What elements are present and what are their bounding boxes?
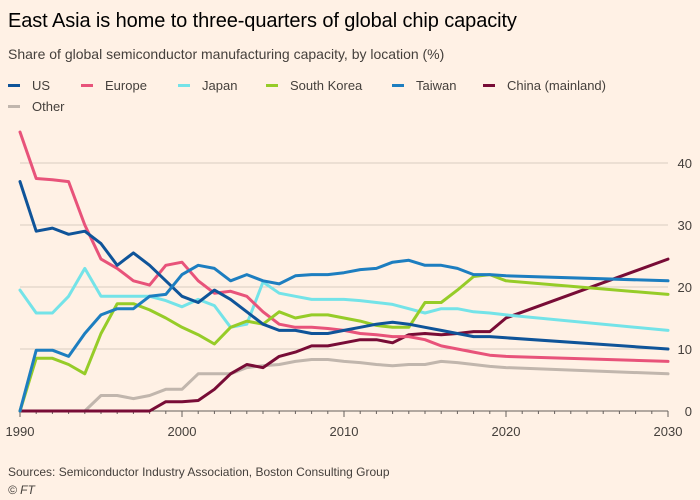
legend-label-south-korea: South Korea — [290, 78, 363, 93]
x-tick-label-2000: 2000 — [168, 424, 197, 439]
legend-item-china: China (mainland) — [483, 78, 606, 93]
legend-label-china: China (mainland) — [507, 78, 606, 93]
chart-title: East Asia is home to three-quarters of g… — [8, 10, 517, 32]
legend-label-europe: Europe — [105, 78, 147, 93]
series-line-taiwan — [18, 258, 670, 413]
legend-label-taiwan: Taiwan — [416, 78, 457, 93]
legend-item-us: US — [8, 78, 50, 93]
y-axis-ticks: 0 10 20 30 40 — [678, 156, 692, 419]
x-axis: 1990 2000 2010 2020 2030 — [6, 410, 683, 439]
ft-credit: © FT — [8, 483, 35, 497]
series-line-china-mainland — [18, 257, 670, 413]
x-tick-label-2010: 2010 — [330, 424, 359, 439]
legend-swatch-south-korea — [266, 84, 278, 88]
y-tick-label-20: 20 — [678, 280, 692, 295]
legend-label-japan: Japan — [202, 78, 238, 93]
x-tick-label-2020: 2020 — [492, 424, 521, 439]
legend-swatch-other — [8, 105, 20, 109]
chart-subtitle: Share of global semiconductor manufactur… — [8, 46, 445, 62]
series-line-other — [18, 358, 670, 413]
legend-swatch-taiwan — [392, 84, 404, 88]
legend-swatch-china — [483, 84, 495, 88]
legend-label-other: Other — [32, 99, 65, 114]
gridlines — [20, 162, 668, 350]
series-line-south-korea — [18, 273, 670, 413]
legend-item-taiwan: Taiwan — [392, 78, 456, 93]
legend-item-other: Other — [8, 99, 65, 114]
legend-item-japan: Japan — [178, 78, 237, 93]
y-tick-label-40: 40 — [678, 156, 692, 171]
series-line-japan — [18, 266, 670, 332]
series-line-us — [18, 180, 670, 351]
x-tick-label-1990: 1990 — [6, 424, 35, 439]
legend-swatch-europe — [81, 84, 93, 88]
legend-swatch-japan — [178, 84, 190, 88]
x-tick-label-2030: 2030 — [654, 424, 683, 439]
y-tick-label-10: 10 — [678, 342, 692, 357]
y-tick-label-30: 30 — [678, 218, 692, 233]
series-line-europe — [18, 130, 670, 363]
source-note: Sources: Semiconductor Industry Associat… — [8, 465, 390, 479]
y-tick-label-0: 0 — [685, 404, 692, 419]
series-lines — [18, 130, 670, 413]
legend-item-europe: Europe — [81, 78, 147, 93]
legend-swatch-us — [8, 84, 20, 88]
legend-item-south-korea: South Korea — [266, 78, 362, 93]
legend-label-us: US — [32, 78, 51, 93]
